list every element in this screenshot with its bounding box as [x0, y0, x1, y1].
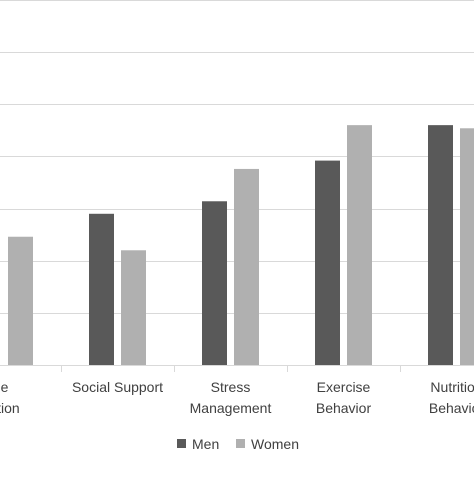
bar-women-3 — [347, 125, 372, 366]
category-label: Nutrition — [430, 379, 474, 395]
bar-men-4 — [428, 125, 453, 366]
bar-men-2 — [202, 201, 227, 365]
bar-women-4 — [460, 128, 474, 365]
category-label: e — [1, 379, 9, 395]
bar-men-1 — [89, 213, 114, 365]
category-label: Behavior — [429, 400, 474, 416]
category-label: Management — [190, 400, 272, 416]
bar-men-3 — [315, 160, 340, 365]
category-label: Social Support — [72, 379, 163, 395]
bars — [8, 125, 474, 366]
legend-label-women: Women — [251, 436, 299, 452]
category-labels: e ation Social Support Stress Management Exer… — [0, 379, 474, 416]
category-label: Exercise — [317, 379, 371, 395]
bar-women-0 — [8, 236, 33, 365]
bar-women-1 — [121, 250, 146, 365]
category-label: Behavior — [316, 400, 372, 416]
category-label: ation — [0, 400, 20, 416]
legend-swatch-women — [236, 439, 245, 448]
legend: Men Women — [177, 436, 299, 452]
x-axis — [0, 365, 474, 372]
legend-swatch-men — [177, 439, 186, 448]
legend-label-men: Men — [192, 436, 219, 452]
category-label: Stress — [211, 379, 251, 395]
bar-women-2 — [234, 168, 259, 365]
